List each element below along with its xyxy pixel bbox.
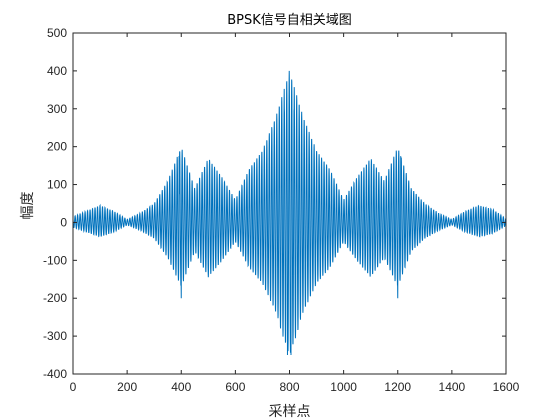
x-tick-label: 1600 (493, 380, 520, 394)
x-tick-label: 1000 (330, 380, 357, 394)
x-tick-label: 600 (225, 380, 245, 394)
autocorrelation-line (72, 70, 507, 356)
y-tick-label: -200 (43, 291, 67, 305)
y-tick-label: 0 (60, 215, 67, 229)
x-tick-label: 200 (117, 380, 137, 394)
x-tick-label: 0 (70, 380, 77, 394)
y-tick-label: -100 (43, 253, 67, 267)
x-tick-label: 800 (279, 380, 299, 394)
x-tick-label: 1200 (384, 380, 411, 394)
series-group (72, 70, 507, 356)
tick-group: 0 200 400 600 800 1000 1200 1400 1600-400-300-20… (43, 26, 520, 394)
y-tick-label: -400 (43, 367, 67, 381)
y-tick-label: 400 (47, 64, 67, 78)
y-axis-title: 幅度 (20, 192, 36, 220)
y-tick-label: -300 (43, 329, 67, 343)
x-axis-title: 采样点 (269, 404, 311, 420)
y-tick-label: 200 (47, 140, 67, 154)
y-tick-label: 100 (47, 178, 67, 192)
y-tick-label: 500 (47, 26, 67, 40)
y-tick-label: 300 (47, 102, 67, 116)
x-tick-label: 400 (171, 380, 191, 394)
x-tick-label: 1400 (439, 380, 466, 394)
chart-title: BPSK信号自相关域图 (227, 13, 352, 28)
